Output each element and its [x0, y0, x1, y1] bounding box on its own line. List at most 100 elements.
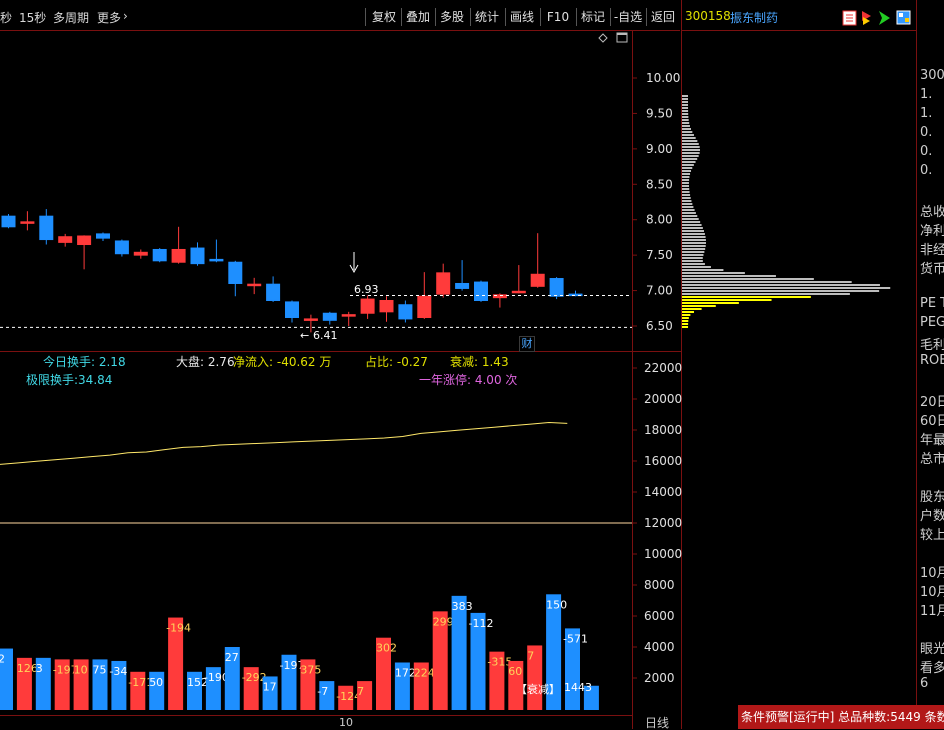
date-separator — [0, 715, 632, 716]
f10-info-line: PE T — [920, 296, 944, 311]
chip-bar — [682, 128, 691, 130]
statistics-button[interactable]: 统计 — [474, 10, 499, 24]
f10-info-line: 20日 — [920, 395, 944, 410]
arrow-icon[interactable] — [879, 11, 890, 25]
chip-bar — [682, 311, 694, 313]
chip-bar — [682, 326, 689, 328]
volume-bar — [583, 685, 599, 710]
candle-body — [549, 278, 564, 297]
chip-bar — [682, 113, 689, 115]
chip-bar — [682, 95, 689, 97]
divider — [576, 8, 577, 26]
chip-bar — [682, 179, 690, 181]
ratio: 占比: -0.27 — [365, 355, 428, 369]
chart-toolbar: 秒 15秒 多周期 更多 › 复权 叠加 多股 统计 画线 F10 标记 -自选… — [0, 0, 680, 31]
tail-volume-label: 1443 — [564, 681, 592, 694]
chip-bar — [682, 287, 891, 289]
multi-period[interactable]: 多周期 — [53, 11, 90, 25]
volume-bar-label: -194 — [166, 622, 191, 635]
draw-line-button[interactable]: 画线 — [509, 10, 534, 24]
date-axis: 10 — [0, 716, 632, 729]
fuquan-button[interactable]: 复权 — [371, 10, 396, 24]
back-button[interactable]: 返回 — [650, 10, 675, 24]
volume-bar-label: 10 — [74, 663, 88, 676]
stock-name[interactable]: 振东制药 — [730, 11, 779, 25]
low-price-arrow: ← — [300, 329, 310, 342]
period-label-sec[interactable]: 秒 — [0, 11, 13, 25]
volume-bar-label: 3 — [36, 662, 43, 675]
status-bar[interactable]: 条件预警[运行中] 总品种数:5449 条数 — [738, 705, 944, 729]
financial-report-badge[interactable]: 财 — [519, 336, 535, 352]
chevron-right-icon[interactable]: › — [123, 9, 128, 23]
chip-bar — [682, 296, 811, 298]
f10-info-line: 0. — [920, 125, 933, 140]
chip-bar — [682, 215, 698, 217]
f10-button[interactable]: F10 — [546, 10, 570, 24]
f10-info-line: 户数 — [920, 509, 944, 524]
f10-info-line: PEG — [920, 315, 944, 330]
chip-bar — [682, 317, 689, 319]
report-icon[interactable] — [842, 10, 857, 26]
volume-bar — [281, 654, 297, 710]
flag-icon[interactable] — [862, 11, 871, 25]
f10-info-line: 年最 — [920, 433, 944, 448]
volume-tick-label: 6000 — [644, 609, 675, 623]
price-tick-label: 9.00 — [646, 142, 673, 156]
f10-info-line: 10月 — [920, 566, 944, 581]
diamond-icon[interactable] — [598, 33, 608, 43]
price-axis-border — [632, 30, 633, 729]
marker-arrowhead — [349, 264, 359, 274]
chip-bar — [682, 251, 705, 253]
chip-bar — [682, 167, 693, 169]
chip-bar — [682, 110, 689, 112]
candle-body — [568, 293, 583, 297]
candle-body — [209, 258, 224, 262]
candle-body — [247, 283, 262, 287]
chip-bar — [682, 134, 694, 136]
restore-window-icon[interactable] — [616, 32, 628, 43]
chip-bar — [682, 233, 705, 235]
volume-bar — [168, 617, 184, 710]
volume-axis: 2200020000180001600014000120001000080006… — [0, 361, 682, 685]
volume-bar — [54, 659, 70, 710]
volume-bar — [187, 671, 202, 710]
period-indicator[interactable]: 日线 — [644, 716, 669, 730]
chip-bar — [682, 182, 689, 184]
divider — [610, 8, 611, 26]
volume-bar — [489, 651, 505, 710]
f10-info-line: 较上 — [920, 528, 944, 543]
more-menu[interactable]: 更多 — [97, 11, 122, 25]
limit-up-count: 一年涨停: 4.00 次 — [419, 373, 518, 387]
period-15s[interactable]: 15秒 — [19, 11, 47, 25]
chip-bar — [682, 143, 699, 145]
overlay-button[interactable]: 叠加 — [405, 10, 430, 24]
volume-tick-label: 16000 — [644, 454, 682, 468]
chip-bar — [682, 212, 696, 214]
mark-button[interactable]: 标记 — [580, 10, 605, 24]
candle-body — [190, 247, 205, 265]
volume-tick-label: 2000 — [644, 671, 675, 685]
candle-body — [266, 283, 281, 301]
candle-body — [303, 318, 318, 321]
remove-watchlist-button[interactable]: -自选 — [613, 10, 643, 24]
volume-bar-label: 152 — [187, 676, 208, 689]
chip-bar — [682, 107, 689, 109]
volume-bar-label: -197 — [53, 663, 78, 676]
f10-info-line: 毛利 — [920, 338, 944, 353]
chip-bar — [682, 266, 711, 268]
volume-bar — [130, 671, 146, 710]
volume-bar-label: 2 — [0, 653, 5, 666]
chip-bar — [682, 302, 739, 304]
chip-bar — [682, 206, 694, 208]
grid-icon[interactable] — [896, 10, 911, 25]
f10-info-line: 6 — [920, 676, 929, 691]
multi-stock-button[interactable]: 多股 — [439, 10, 464, 24]
f10-info-line: 0. — [920, 144, 933, 159]
candlestick-series[interactable] — [1, 209, 583, 333]
volume-bar — [527, 645, 543, 710]
volume-bar-label: 50 — [149, 676, 163, 689]
panel-divider — [681, 0, 682, 729]
volume-bar-label: 383 — [452, 600, 473, 613]
